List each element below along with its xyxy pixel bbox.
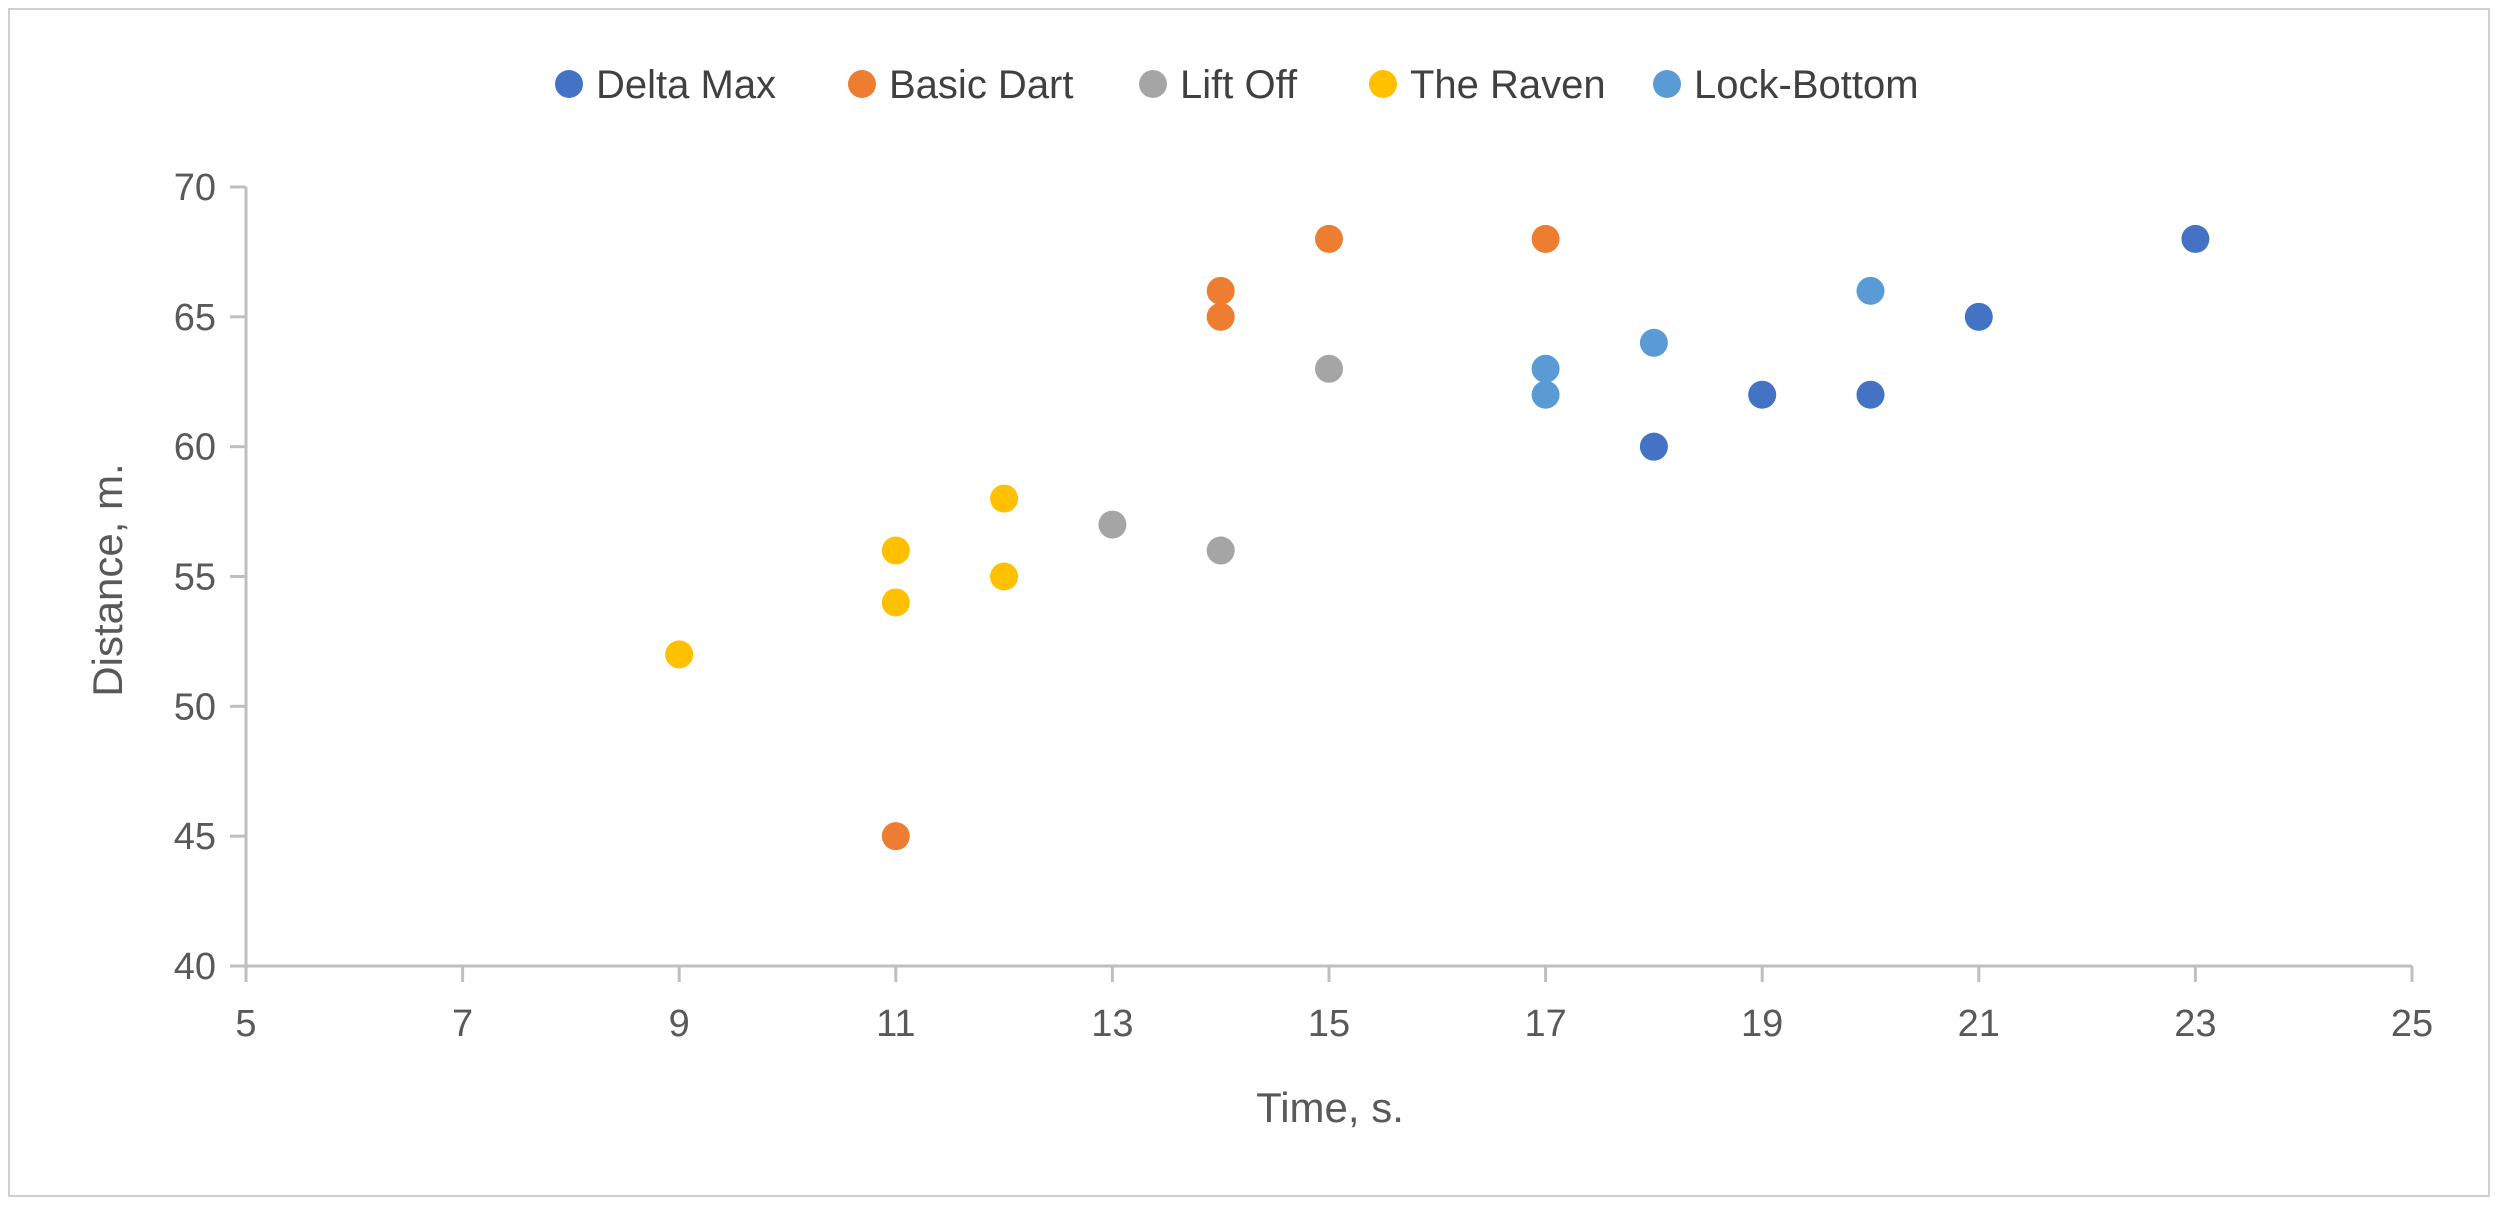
data-point: [881, 536, 910, 565]
legend-marker: [1653, 70, 1681, 98]
data-point: [881, 822, 910, 851]
x-tick-label: 17: [1524, 1003, 1566, 1045]
data-point: [1206, 536, 1235, 565]
data-point: [1531, 380, 1560, 409]
data-point: [1856, 276, 1885, 305]
data-point: [1964, 302, 1993, 331]
data-point: [665, 640, 694, 669]
data-point: [1206, 302, 1235, 331]
x-tick-label: 19: [1741, 1003, 1783, 1045]
data-point: [1315, 354, 1343, 383]
legend-marker: [848, 70, 876, 98]
x-tick-label: 13: [1091, 1003, 1133, 1045]
y-tick-label: 60: [174, 427, 216, 469]
x-axis-title: Time, s.: [1256, 1084, 1404, 1131]
data-point: [1639, 432, 1668, 461]
legend-label: Lock-Bottom: [1694, 63, 1919, 107]
x-tick-label: 25: [2391, 1003, 2433, 1045]
x-tick-label: 23: [2174, 1003, 2216, 1045]
y-tick-label: 40: [174, 946, 216, 988]
legend-label: Basic Dart: [889, 63, 1074, 107]
x-tick-label: 7: [452, 1003, 473, 1045]
data-point: [1531, 354, 1560, 383]
y-tick-label: 65: [174, 297, 216, 339]
data-point: [990, 562, 1019, 591]
x-tick-label: 5: [235, 1003, 256, 1045]
chart-frame: [8, 8, 2490, 1197]
legend: Delta Max Basic Dart Lift Off The Raven Lock…: [555, 63, 1919, 107]
data-point: [1856, 380, 1885, 409]
data-point: [2181, 224, 2210, 253]
data-point: [1639, 328, 1668, 357]
data-point: [1748, 380, 1777, 409]
data-point: [1315, 224, 1343, 253]
data-point: [1206, 276, 1235, 305]
data-point: [990, 484, 1019, 513]
y-tick-label: 45: [174, 816, 216, 858]
legend-marker: [1369, 70, 1397, 98]
y-tick-label: 55: [174, 557, 216, 599]
legend-marker: [1139, 70, 1167, 98]
legend-label: Lift Off: [1180, 63, 1298, 107]
y-axis-title: Distance, m.: [84, 463, 131, 696]
x-tick-label: 11: [876, 1003, 915, 1045]
x-tick-label: 15: [1308, 1003, 1350, 1045]
legend-label: Delta Max: [596, 63, 776, 107]
data-point: [881, 588, 910, 617]
x-tick-label: 21: [1958, 1003, 2000, 1045]
axes: 40 45 50 55 60 65 70 5 7 9 11 13 15 17 19 21 23 25: [174, 167, 2433, 1045]
data-points: [665, 224, 2210, 851]
y-tick-label: 70: [174, 167, 216, 209]
legend-label: The Raven: [1410, 63, 1606, 107]
data-point: [1531, 224, 1560, 253]
x-tick-label: 9: [669, 1003, 690, 1045]
legend-marker: [555, 70, 583, 98]
y-tick-label: 50: [174, 686, 216, 728]
data-point: [1098, 510, 1127, 539]
